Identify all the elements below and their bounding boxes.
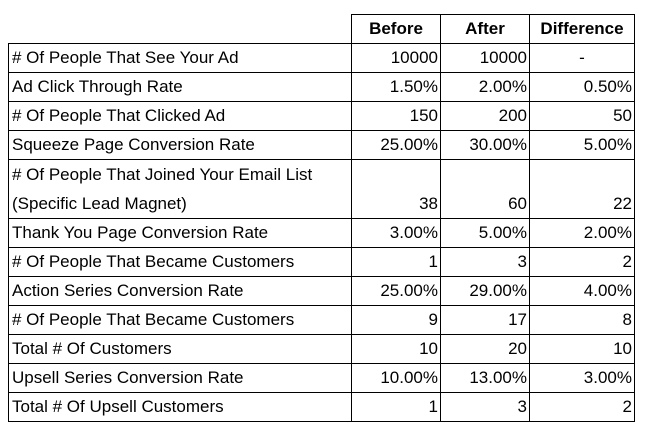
- row-label: # Of People That Became Customers: [8, 247, 352, 277]
- after-value: 29.00%: [440, 276, 530, 306]
- difference-value: 2.00%: [529, 218, 635, 248]
- difference-value: 10: [529, 334, 635, 364]
- difference-value: 8: [529, 305, 635, 335]
- table-row: Squeeze Page Conversion Rate 25.00% 30.0…: [8, 130, 635, 160]
- header-after: After: [440, 14, 530, 44]
- after-value: 10000: [440, 43, 530, 73]
- after-value: 200: [440, 101, 530, 131]
- row-label: Thank You Page Conversion Rate: [8, 218, 352, 248]
- after-value: 5.00%: [440, 218, 530, 248]
- difference-value: 22: [529, 159, 635, 219]
- difference-value: 2: [529, 247, 635, 277]
- difference-value: 2: [529, 392, 635, 422]
- row-label: # Of People That Joined Your Email List …: [8, 159, 352, 219]
- after-value: 20: [440, 334, 530, 364]
- row-label: Action Series Conversion Rate: [8, 276, 352, 306]
- before-value: 150: [351, 101, 441, 131]
- row-label: Squeeze Page Conversion Rate: [8, 130, 352, 160]
- after-value: 13.00%: [440, 363, 530, 393]
- difference-value: 3.00%: [529, 363, 635, 393]
- difference-value: -: [529, 43, 635, 73]
- difference-value: 4.00%: [529, 276, 635, 306]
- table-row: Ad Click Through Rate 1.50% 2.00% 0.50%: [8, 72, 635, 102]
- after-value: 2.00%: [440, 72, 530, 102]
- after-value: 60: [440, 159, 530, 219]
- before-value: 1.50%: [351, 72, 441, 102]
- header-difference: Difference: [529, 14, 635, 44]
- table-row: # Of People That Joined Your Email List …: [8, 159, 635, 219]
- before-value: 10: [351, 334, 441, 364]
- header-before: Before: [351, 14, 441, 44]
- table-row: # Of People That See Your Ad 10000 10000…: [8, 43, 635, 73]
- table-row: # Of People That Clicked Ad 150 200 50: [8, 101, 635, 131]
- before-value: 10000: [351, 43, 441, 73]
- difference-value: 5.00%: [529, 130, 635, 160]
- before-value: 1: [351, 247, 441, 277]
- table-row: # Of People That Became Customers 1 3 2: [8, 247, 635, 277]
- row-label: Total # Of Customers: [8, 334, 352, 364]
- table-row: Total # Of Customers 10 20 10: [8, 334, 635, 364]
- row-label: # Of People That Became Customers: [8, 305, 352, 335]
- after-value: 3: [440, 247, 530, 277]
- before-value: 9: [351, 305, 441, 335]
- row-label: Upsell Series Conversion Rate: [8, 363, 352, 393]
- before-value: 10.00%: [351, 363, 441, 393]
- row-label: # Of People That See Your Ad: [8, 43, 352, 73]
- table-row: Action Series Conversion Rate 25.00% 29.…: [8, 276, 635, 306]
- comparison-table: Before After Difference # Of People That…: [8, 14, 635, 422]
- before-value: 3.00%: [351, 218, 441, 248]
- row-label: # Of People That Clicked Ad: [8, 101, 352, 131]
- before-value: 25.00%: [351, 276, 441, 306]
- before-value: 25.00%: [351, 130, 441, 160]
- row-label-line1: # Of People That Joined Your Email List: [12, 165, 313, 184]
- after-value: 17: [440, 305, 530, 335]
- before-value: 1: [351, 392, 441, 422]
- difference-value: 50: [529, 101, 635, 131]
- row-label: Total # Of Upsell Customers: [8, 392, 352, 422]
- table-row: Upsell Series Conversion Rate 10.00% 13.…: [8, 363, 635, 393]
- after-value: 3: [440, 392, 530, 422]
- difference-value: 0.50%: [529, 72, 635, 102]
- header-row: Before After Difference: [8, 14, 635, 44]
- row-label-line2: (Specific Lead Magnet): [12, 194, 187, 213]
- table-row: # Of People That Became Customers 9 17 8: [8, 305, 635, 335]
- before-value: 38: [351, 159, 441, 219]
- row-label: Ad Click Through Rate: [8, 72, 352, 102]
- header-blank-cell: [8, 14, 352, 44]
- table-row: Total # Of Upsell Customers 1 3 2: [8, 392, 635, 422]
- table-row: Thank You Page Conversion Rate 3.00% 5.0…: [8, 218, 635, 248]
- after-value: 30.00%: [440, 130, 530, 160]
